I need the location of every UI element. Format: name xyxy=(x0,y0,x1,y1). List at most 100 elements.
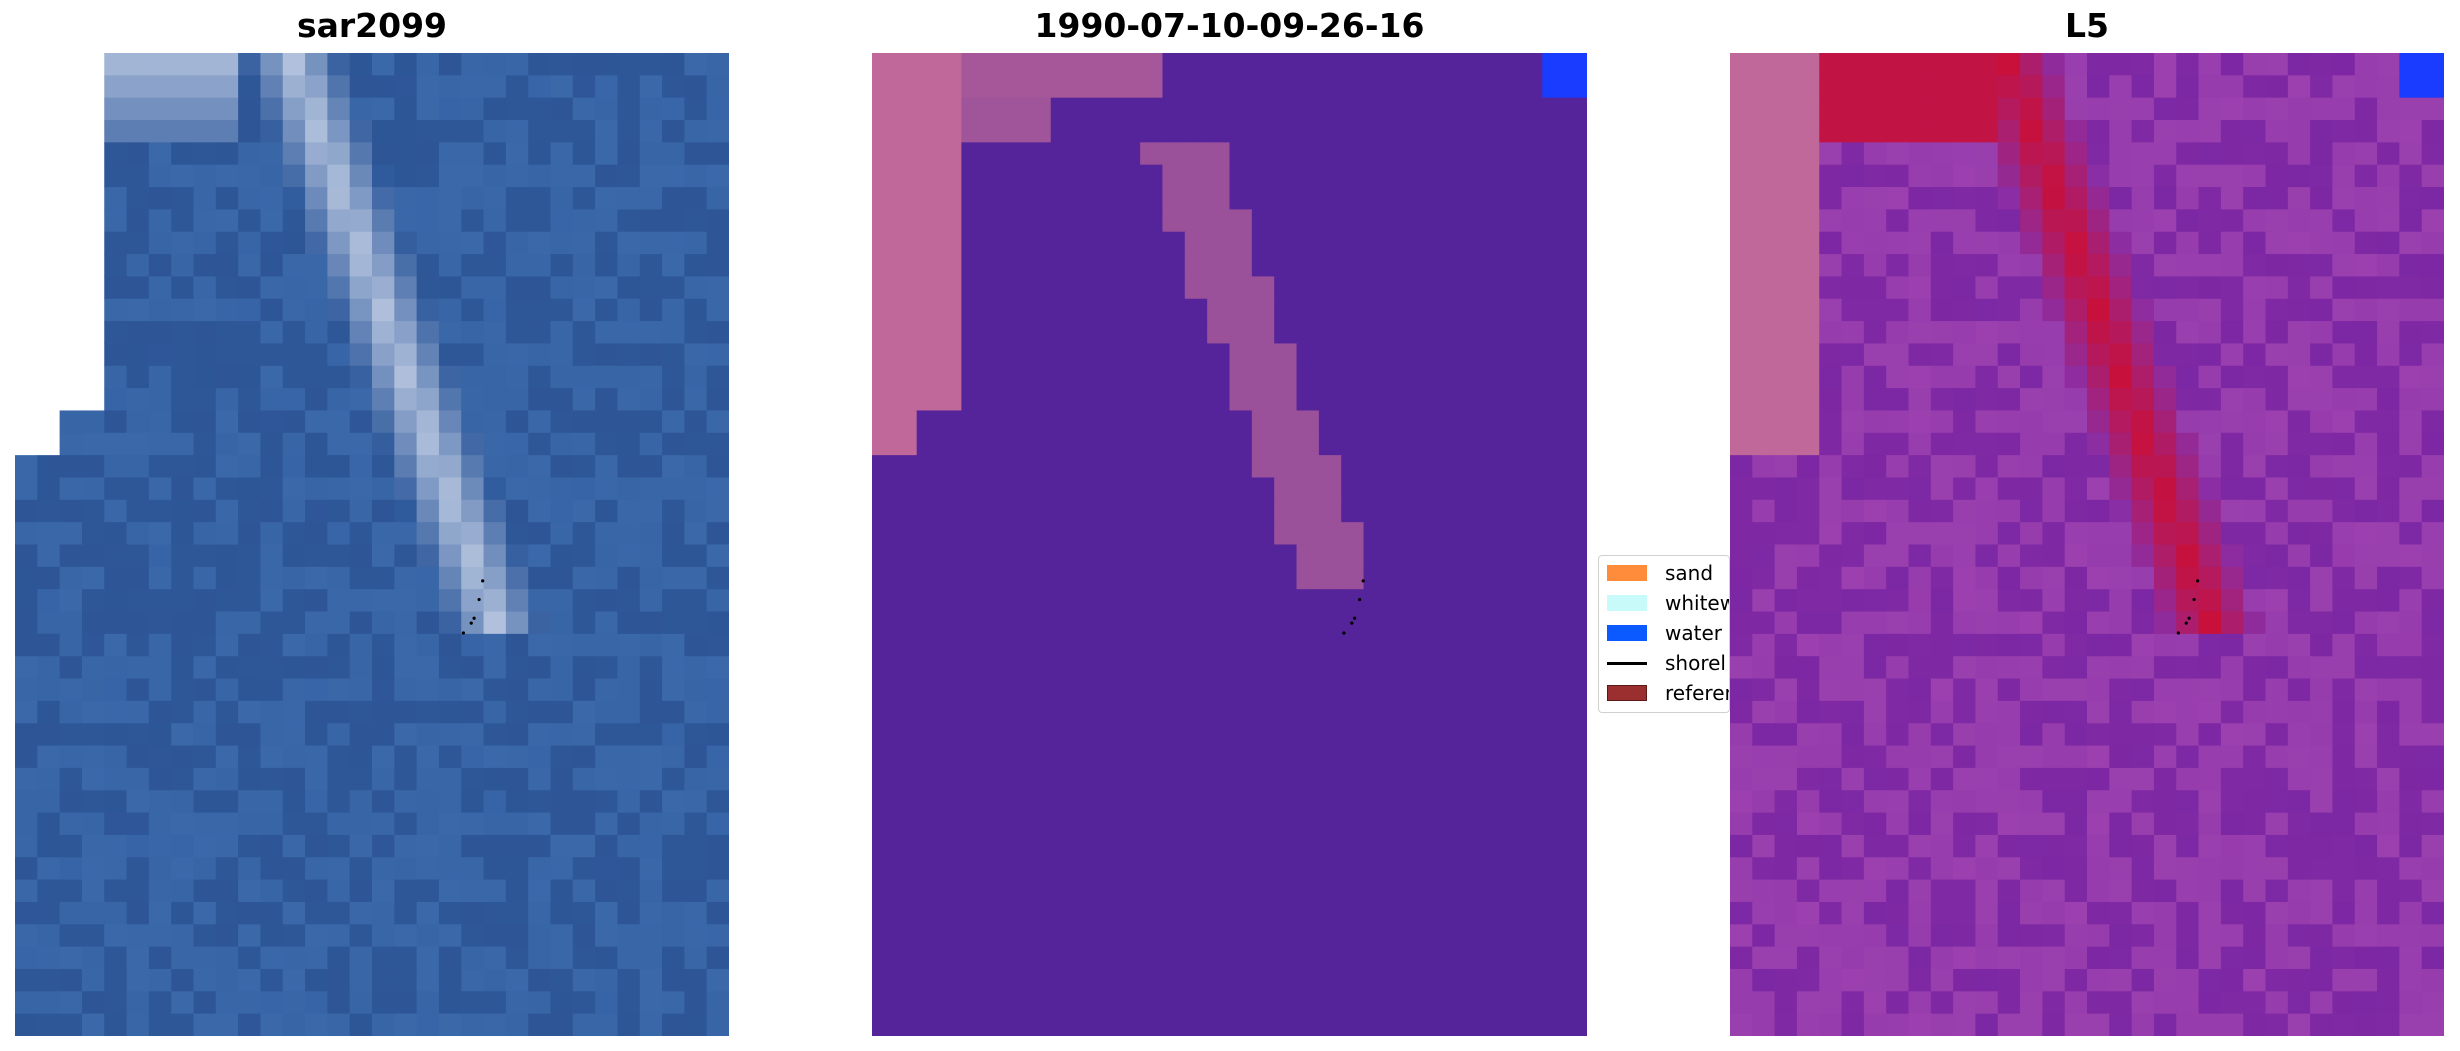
class-pixel xyxy=(1475,276,1499,300)
prob-pixel xyxy=(1930,120,1954,143)
prob-pixel xyxy=(2332,477,2356,501)
pixel xyxy=(15,723,38,747)
pixel xyxy=(639,834,663,858)
class-pixel xyxy=(1006,120,1030,143)
prob-pixel xyxy=(2153,298,2177,322)
pixel xyxy=(81,477,105,501)
pixel xyxy=(595,231,619,255)
class-pixel xyxy=(939,946,962,970)
class-pixel xyxy=(1207,187,1231,210)
class-pixel xyxy=(983,455,1007,479)
prob-pixel xyxy=(1930,164,1954,188)
prob-pixel xyxy=(1997,633,2021,657)
class-pixel xyxy=(1452,767,1476,791)
class-pixel xyxy=(1542,566,1566,590)
prob-pixel xyxy=(1886,924,1910,948)
class-pixel xyxy=(939,834,962,858)
pixel xyxy=(416,991,440,1015)
prob-pixel xyxy=(2042,53,2066,76)
prob-pixel xyxy=(1930,321,1954,345)
prob-pixel xyxy=(2109,388,2133,412)
class-pixel xyxy=(1341,857,1365,881)
pixel xyxy=(282,120,306,143)
class-pixel xyxy=(1363,544,1387,568)
class-pixel xyxy=(872,432,895,456)
prob-pixel xyxy=(1997,499,2021,523)
class-pixel xyxy=(1162,611,1186,635)
prob-pixel xyxy=(2421,857,2444,881)
pixel xyxy=(81,991,105,1015)
class-pixel xyxy=(1006,857,1030,881)
prob-pixel xyxy=(2332,566,2356,590)
pixel xyxy=(639,254,663,278)
class-pixel xyxy=(1274,120,1298,143)
pixel xyxy=(193,477,217,501)
class-pixel xyxy=(1028,611,1052,635)
class-pixel xyxy=(1452,924,1476,948)
class-pixel xyxy=(1006,321,1030,345)
class-pixel xyxy=(1408,388,1432,412)
class-pixel xyxy=(1006,611,1030,635)
pixel xyxy=(148,164,172,188)
pixel xyxy=(550,477,574,501)
prob-pixel xyxy=(2153,187,2177,210)
prob-pixel xyxy=(2399,97,2423,121)
pixel xyxy=(305,723,328,747)
class-pixel xyxy=(1162,231,1186,255)
pixel xyxy=(327,187,351,210)
pixel xyxy=(349,410,373,434)
class-pixel xyxy=(939,164,962,188)
class-pixel xyxy=(983,790,1007,814)
prob-pixel xyxy=(2153,834,2177,858)
prob-pixel xyxy=(1752,656,1776,680)
class-pixel xyxy=(1475,946,1499,970)
class-pixel xyxy=(894,477,918,501)
prob-pixel xyxy=(2421,901,2444,925)
pixel xyxy=(662,209,685,233)
class-pixel xyxy=(983,566,1007,590)
class-pixel xyxy=(1363,857,1387,881)
prob-pixel xyxy=(1863,410,1887,434)
class-pixel xyxy=(1251,745,1275,769)
prob-pixel xyxy=(2176,209,2200,233)
class-pixel xyxy=(1073,75,1097,99)
class-pixel xyxy=(1095,343,1119,367)
prob-pixel xyxy=(1841,522,1865,546)
class-pixel xyxy=(894,879,918,903)
pixel xyxy=(349,276,373,300)
pixel xyxy=(505,834,529,858)
class-pixel xyxy=(1318,566,1342,590)
class-pixel xyxy=(1497,455,1521,479)
pixel xyxy=(438,633,462,657)
prob-pixel xyxy=(1863,901,1887,925)
pixel xyxy=(394,53,418,76)
pixel xyxy=(305,298,328,322)
prob-pixel xyxy=(1774,946,1798,970)
prob-pixel xyxy=(1841,75,1865,99)
pixel xyxy=(528,723,552,747)
prob-pixel xyxy=(2131,745,2155,769)
prob-pixel xyxy=(1841,254,1865,278)
pixel xyxy=(617,745,641,769)
pixel xyxy=(639,924,663,948)
pixel xyxy=(505,812,529,836)
pixel xyxy=(483,700,507,724)
class-pixel xyxy=(872,164,895,188)
prob-pixel xyxy=(1819,321,1843,345)
pixel xyxy=(126,589,150,613)
class-pixel xyxy=(1006,767,1030,791)
class-pixel xyxy=(1162,834,1186,858)
legend-label-shoreline: shorel xyxy=(1665,651,1726,675)
pixel xyxy=(706,254,729,278)
class-pixel xyxy=(1452,164,1476,188)
class-pixel xyxy=(1385,633,1409,657)
prob-pixel xyxy=(2064,812,2088,836)
class-pixel xyxy=(1564,968,1587,992)
prob-pixel xyxy=(1841,499,1865,523)
prob-pixel xyxy=(1796,432,1820,456)
class-pixel xyxy=(1318,142,1342,166)
pixel xyxy=(416,410,440,434)
pixel xyxy=(595,1013,619,1036)
prob-pixel xyxy=(2198,410,2222,434)
prob-pixel xyxy=(1819,522,1843,546)
